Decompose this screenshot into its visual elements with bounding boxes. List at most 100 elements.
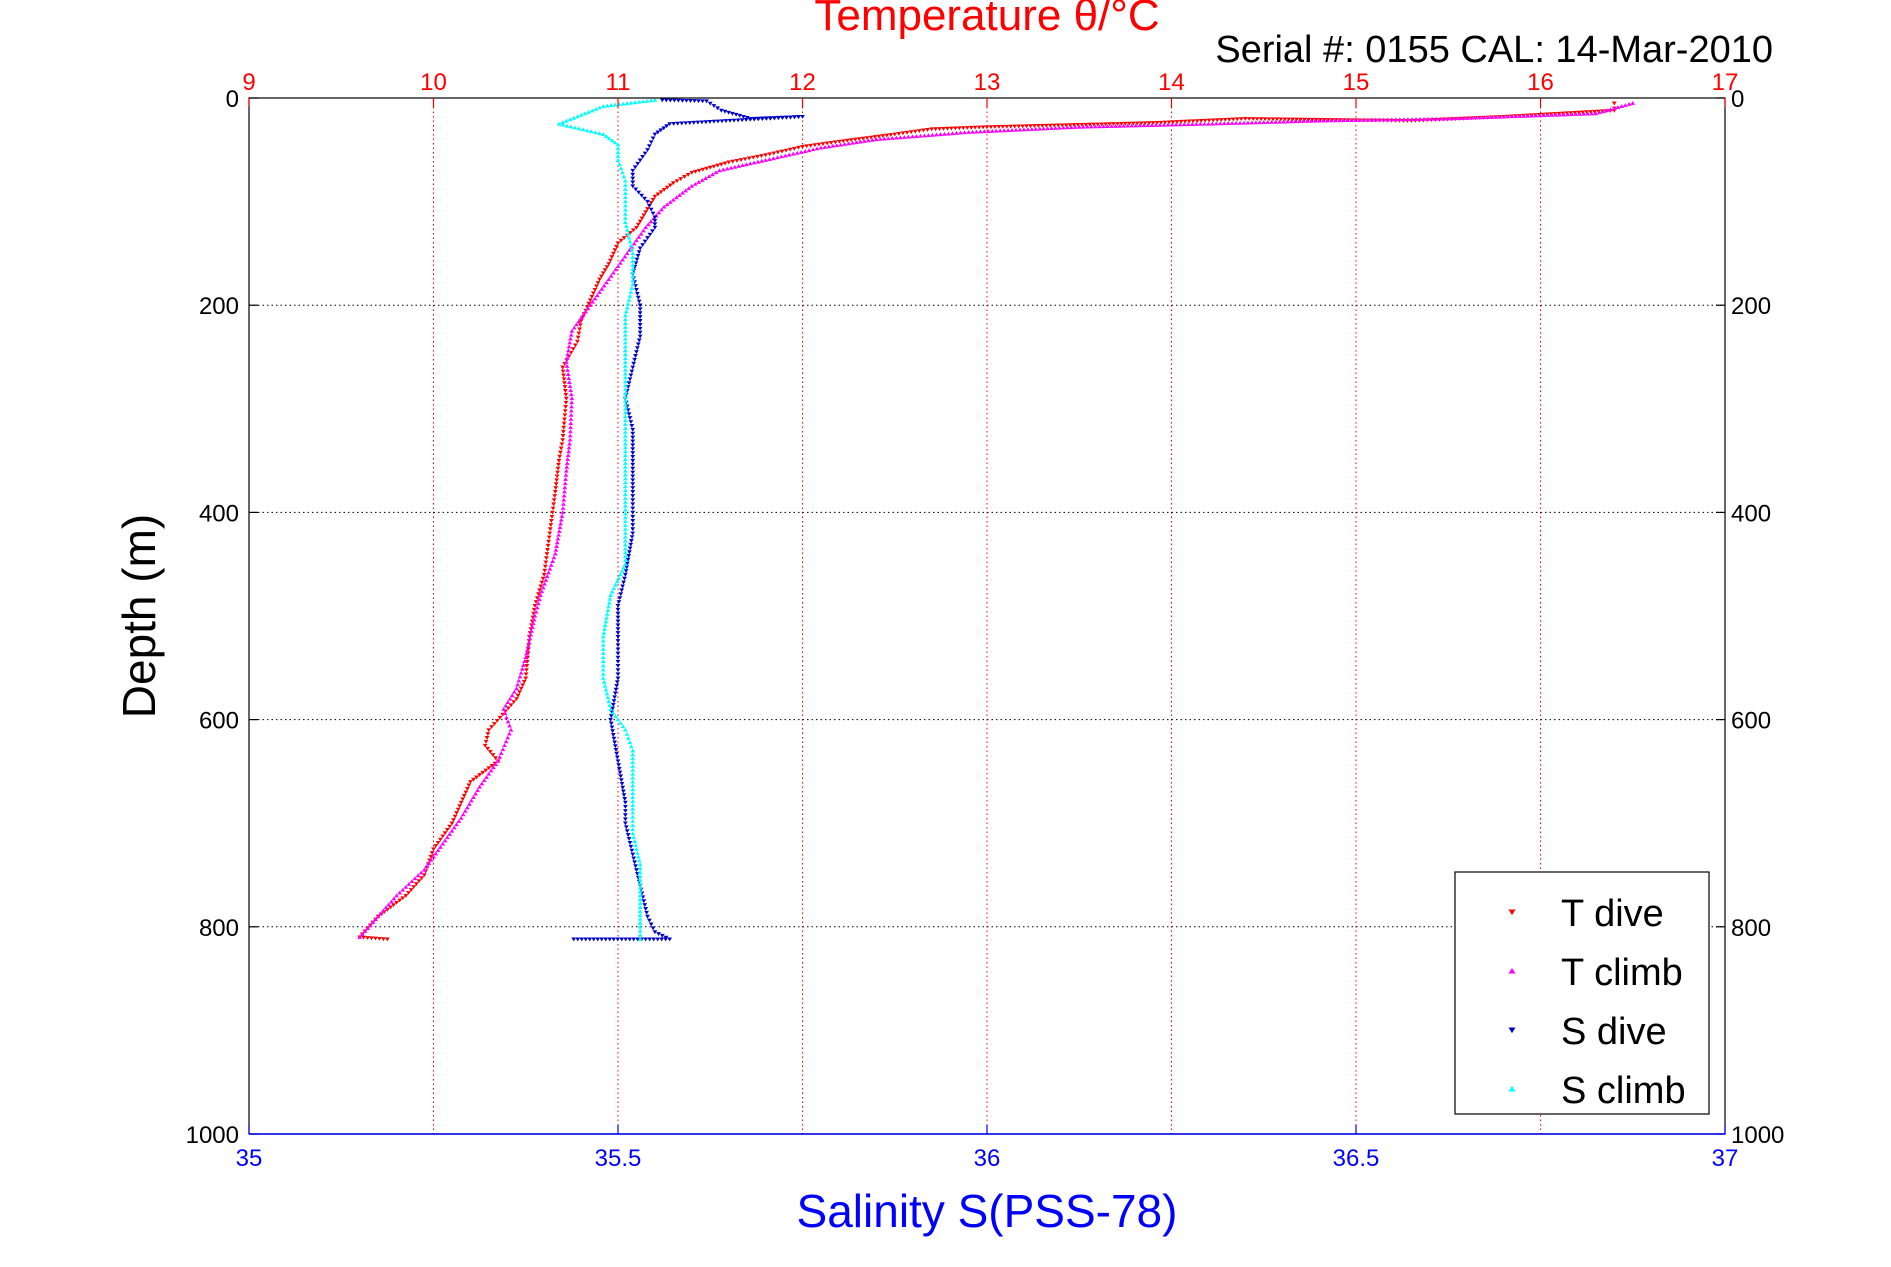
data-point bbox=[438, 837, 443, 842]
data-point bbox=[625, 736, 631, 740]
data-point bbox=[608, 273, 614, 278]
data-point bbox=[1461, 116, 1467, 120]
data-point bbox=[594, 284, 599, 289]
data-point bbox=[483, 768, 489, 773]
data-point bbox=[622, 394, 628, 399]
data-point bbox=[362, 929, 368, 933]
data-point bbox=[424, 864, 429, 869]
data-point bbox=[369, 936, 374, 941]
data-point bbox=[700, 99, 705, 104]
data-point bbox=[1129, 123, 1135, 128]
data-point bbox=[641, 899, 647, 904]
data-point bbox=[1210, 118, 1216, 123]
data-point bbox=[563, 360, 569, 364]
data-point bbox=[916, 129, 922, 133]
data-point bbox=[515, 682, 521, 687]
data-point bbox=[1401, 117, 1407, 122]
data-point bbox=[1194, 119, 1200, 124]
data-point bbox=[622, 414, 628, 419]
data-point bbox=[637, 878, 643, 882]
data-point bbox=[557, 525, 563, 530]
data-point bbox=[555, 536, 561, 541]
data-point bbox=[381, 908, 386, 913]
data-point bbox=[680, 98, 685, 103]
data-point bbox=[378, 911, 384, 916]
data-point bbox=[1604, 108, 1610, 113]
data-point bbox=[623, 224, 629, 228]
data-point bbox=[1266, 117, 1272, 122]
data-point bbox=[572, 125, 578, 130]
data-point bbox=[642, 903, 648, 907]
data-point bbox=[746, 156, 752, 161]
data-point bbox=[921, 128, 926, 133]
data-point bbox=[629, 538, 634, 543]
data-point bbox=[976, 125, 982, 130]
data-point bbox=[720, 167, 726, 172]
data-point bbox=[460, 797, 466, 802]
data-point bbox=[779, 154, 784, 159]
data-point bbox=[637, 334, 643, 339]
data-point bbox=[637, 909, 643, 913]
data-point bbox=[652, 225, 658, 230]
data-point bbox=[1265, 120, 1271, 124]
data-point bbox=[1178, 119, 1184, 124]
data-point bbox=[1421, 116, 1427, 121]
data-point bbox=[520, 683, 526, 688]
data-point bbox=[539, 580, 545, 585]
data-point bbox=[622, 453, 628, 458]
data-point bbox=[603, 937, 609, 942]
data-point bbox=[619, 781, 625, 786]
data-point bbox=[622, 813, 628, 818]
data-point bbox=[737, 113, 743, 118]
data-point bbox=[1029, 127, 1035, 131]
data-point bbox=[547, 527, 553, 532]
data-point bbox=[544, 556, 549, 561]
data-point bbox=[1533, 113, 1539, 118]
data-point bbox=[1041, 126, 1047, 131]
data-point bbox=[615, 659, 621, 664]
series-t-climb bbox=[357, 101, 1636, 939]
data-point bbox=[560, 365, 566, 370]
data-point bbox=[636, 858, 642, 863]
data-point bbox=[622, 445, 628, 450]
data-point bbox=[896, 132, 902, 136]
data-point bbox=[630, 787, 636, 792]
data-point bbox=[632, 839, 638, 844]
data-point bbox=[614, 244, 619, 249]
data-point bbox=[1344, 118, 1350, 123]
data-point bbox=[1619, 104, 1625, 108]
data-point bbox=[552, 490, 558, 494]
data-point bbox=[1017, 127, 1023, 132]
data-point bbox=[477, 784, 483, 789]
data-point bbox=[600, 676, 606, 680]
data-point bbox=[564, 464, 570, 469]
data-point bbox=[630, 184, 636, 189]
data-point bbox=[646, 203, 652, 208]
data-point bbox=[475, 788, 480, 793]
data-point bbox=[650, 229, 655, 234]
data-point bbox=[637, 937, 643, 941]
data-point bbox=[869, 137, 875, 142]
data-point bbox=[744, 116, 750, 120]
data-point bbox=[779, 149, 785, 154]
data-point bbox=[504, 715, 509, 720]
data-point bbox=[627, 546, 633, 551]
data-point bbox=[1202, 118, 1208, 123]
data-point bbox=[502, 743, 507, 748]
data-point bbox=[637, 924, 643, 929]
data-point bbox=[964, 126, 970, 130]
data-point bbox=[526, 640, 532, 645]
data-point bbox=[650, 211, 656, 216]
data-point bbox=[556, 458, 562, 463]
data-point bbox=[1310, 117, 1315, 122]
data-point bbox=[648, 922, 654, 927]
data-point bbox=[624, 565, 630, 570]
data-point bbox=[630, 783, 636, 788]
data-point bbox=[661, 204, 667, 209]
data-point bbox=[652, 215, 658, 220]
data-point bbox=[1067, 123, 1073, 128]
data-point bbox=[613, 687, 619, 692]
data-point bbox=[1477, 115, 1483, 120]
data-point bbox=[1340, 118, 1346, 123]
data-point bbox=[622, 332, 628, 337]
